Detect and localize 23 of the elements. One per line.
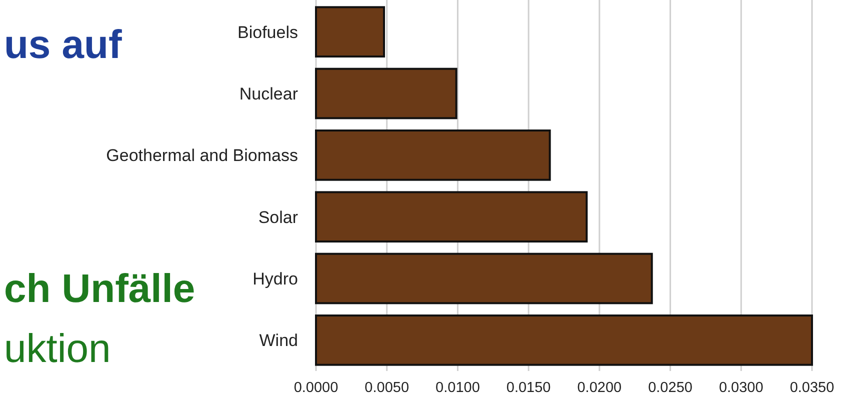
bar <box>315 252 653 304</box>
x-tick-label: 0.0000 <box>294 380 338 396</box>
y-tick-label: Solar <box>258 208 298 227</box>
bar <box>315 6 386 58</box>
y-tick-label: Nuclear <box>239 84 298 104</box>
text: us auf <box>4 23 122 67</box>
text: ch Unfälle <box>4 267 196 311</box>
y-tick-label: Geothermal and Biomass <box>106 146 298 166</box>
x-tick-label: 0.0350 <box>790 380 834 396</box>
bar <box>315 68 458 120</box>
bar <box>315 314 813 366</box>
y-tick-label: Wind <box>259 331 298 350</box>
y-tick-label: Biofuels <box>238 22 298 42</box>
x-tick-label: 0.0250 <box>648 380 692 396</box>
text: uktion <box>4 327 111 371</box>
x-tick-label: 0.0200 <box>577 380 622 396</box>
x-tick-label: 0.0300 <box>718 380 764 396</box>
x-tick-label: 0.0100 <box>436 380 480 396</box>
bar <box>315 191 588 242</box>
x-tick-label: 0.0150 <box>506 380 551 396</box>
bar <box>315 130 551 181</box>
y-tick-label: Hydro <box>252 269 298 288</box>
x-tick-label: 0.0050 <box>364 380 410 396</box>
